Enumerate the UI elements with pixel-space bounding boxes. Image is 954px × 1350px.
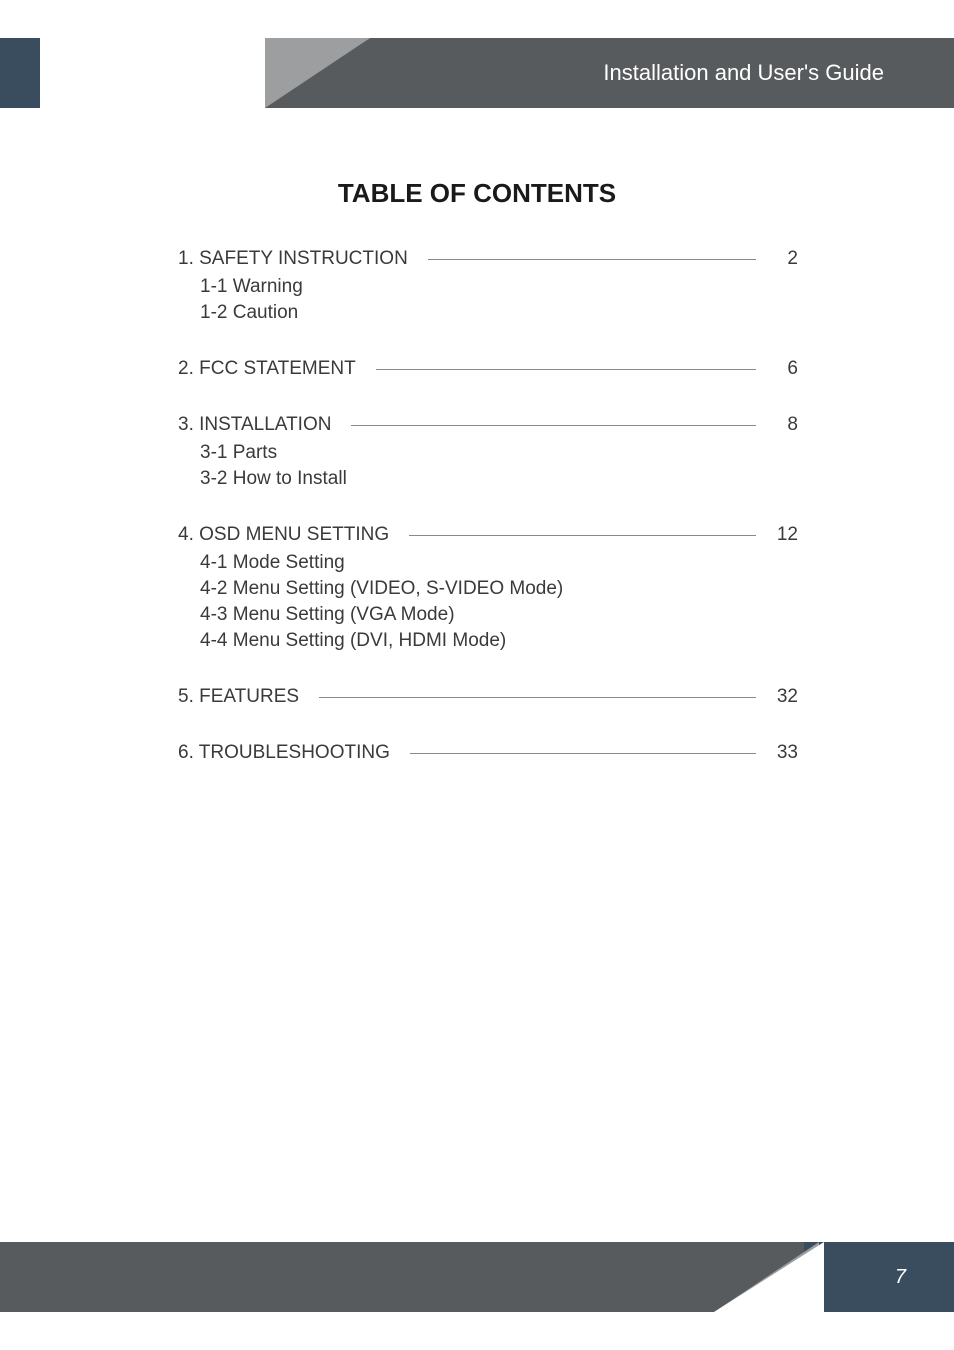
toc-sub-entry: 4-3 Menu Setting (VGA Mode) <box>178 604 798 626</box>
toc-label: 2. FCC STATEMENT <box>178 358 356 380</box>
footer-diagonal <box>714 1242 824 1312</box>
toc-section: 3. INSTALLATION 8 3-1 Parts 3-2 How to I… <box>178 414 798 490</box>
header-diagonal-shadow <box>265 38 370 108</box>
toc-leader-line <box>351 425 756 426</box>
toc-label: 3. INSTALLATION <box>178 414 331 436</box>
toc-entry: 6. TROUBLESHOOTING 33 <box>178 742 798 764</box>
header-title: Installation and User's Guide <box>603 60 884 86</box>
toc-label: 6. TROUBLESHOOTING <box>178 742 390 764</box>
toc-label: 1. SAFETY INSTRUCTION <box>178 248 408 270</box>
toc-sub-entry: 3-2 How to Install <box>178 468 798 490</box>
toc-section: 4. OSD MENU SETTING 12 4-1 Mode Setting … <box>178 524 798 652</box>
toc-page-number: 33 <box>774 742 798 764</box>
toc-label: 4. OSD MENU SETTING <box>178 524 389 546</box>
toc-label: 5. FEATURES <box>178 686 299 708</box>
toc-page-number: 32 <box>774 686 798 708</box>
toc-entry: 4. OSD MENU SETTING 12 <box>178 524 798 546</box>
toc-sub-entry: 1-1 Warning <box>178 276 798 298</box>
toc-leader-line <box>319 697 756 698</box>
toc-leader-line <box>428 259 756 260</box>
toc-sub-entry: 3-1 Parts <box>178 442 798 464</box>
toc-sub-entry: 4-4 Menu Setting (DVI, HDMI Mode) <box>178 630 798 652</box>
toc-leader-line <box>409 535 756 536</box>
header-white-spacer <box>40 38 265 108</box>
page-number: 7 <box>895 1266 906 1289</box>
toc-sub-entry: 1-2 Caution <box>178 302 798 324</box>
toc-entry: 3. INSTALLATION 8 <box>178 414 798 436</box>
toc-entry: 2. FCC STATEMENT 6 <box>178 358 798 380</box>
footer-accent: 7 <box>804 1242 954 1312</box>
toc-entry: 5. FEATURES 32 <box>178 686 798 708</box>
toc-leader-line <box>410 753 756 754</box>
toc-page-number: 6 <box>774 358 798 380</box>
header-accent <box>0 38 40 108</box>
toc-section: 2. FCC STATEMENT 6 <box>178 358 798 380</box>
toc-section: 6. TROUBLESHOOTING 33 <box>178 742 798 764</box>
toc-page-number: 8 <box>774 414 798 436</box>
page-title: TABLE OF CONTENTS <box>0 178 954 209</box>
toc-entry: 1. SAFETY INSTRUCTION 2 <box>178 248 798 270</box>
toc-section: 5. FEATURES 32 <box>178 686 798 708</box>
toc-section: 1. SAFETY INSTRUCTION 2 1-1 Warning 1-2 … <box>178 248 798 324</box>
toc-leader-line <box>376 369 756 370</box>
toc-sub-entry: 4-1 Mode Setting <box>178 552 798 574</box>
toc-page-number: 2 <box>774 248 798 270</box>
toc-page-number: 12 <box>774 524 798 546</box>
toc-sub-entry: 4-2 Menu Setting (VIDEO, S-VIDEO Mode) <box>178 578 798 600</box>
toc-container: 1. SAFETY INSTRUCTION 2 1-1 Warning 1-2 … <box>178 248 798 798</box>
